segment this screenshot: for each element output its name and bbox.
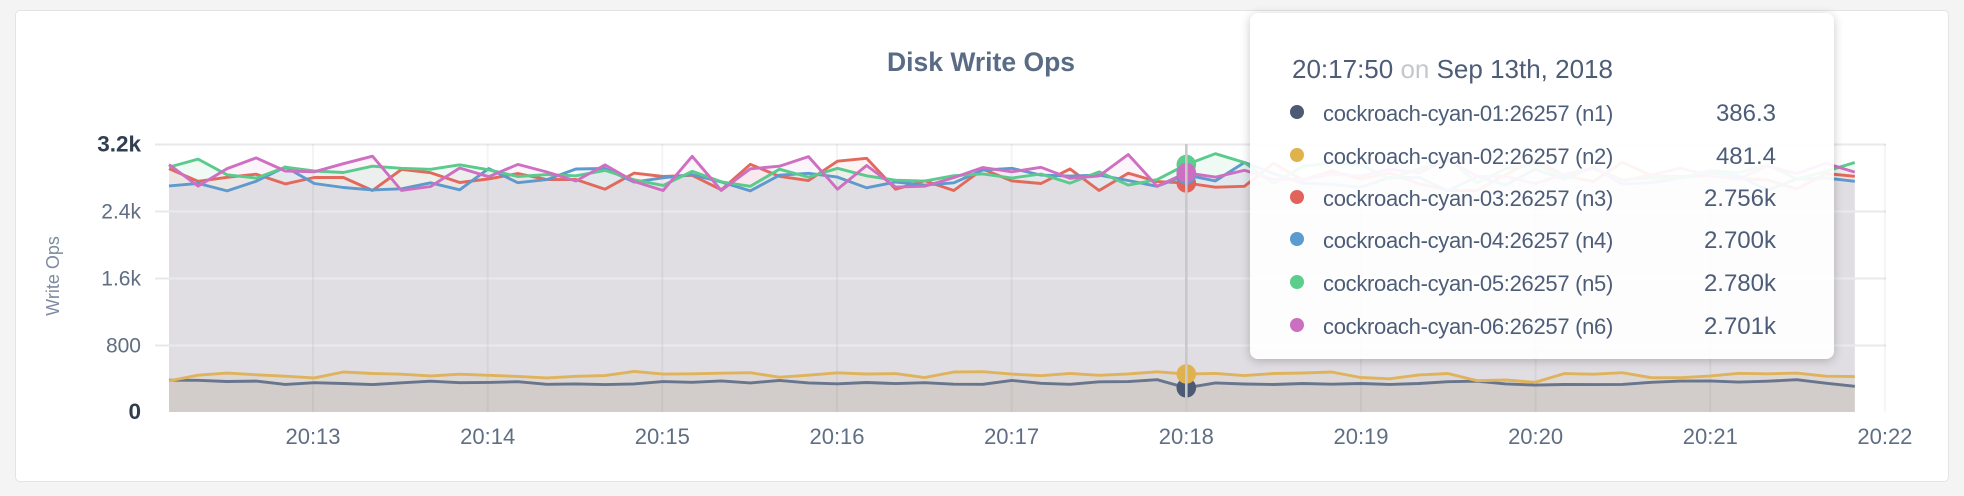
svg-text:20:20: 20:20	[1508, 424, 1563, 449]
svg-text:20:22: 20:22	[1857, 424, 1912, 449]
svg-text:Write Ops: Write Ops	[43, 236, 63, 316]
svg-text:20:14: 20:14	[460, 424, 515, 449]
svg-text:Disk Write Ops: Disk Write Ops	[887, 47, 1075, 77]
svg-text:20:18: 20:18	[1159, 424, 1214, 449]
svg-text:20:15: 20:15	[635, 424, 690, 449]
svg-text:20:17: 20:17	[984, 424, 1039, 449]
svg-text:20:13: 20:13	[285, 424, 340, 449]
svg-text:800: 800	[106, 335, 141, 358]
svg-text:2.4k: 2.4k	[101, 201, 141, 224]
svg-text:3.2k: 3.2k	[97, 132, 141, 157]
svg-text:0: 0	[128, 399, 141, 424]
svg-text:20:16: 20:16	[809, 424, 864, 449]
svg-text:20:19: 20:19	[1333, 424, 1388, 449]
svg-text:20:21: 20:21	[1683, 424, 1738, 449]
svg-text:1.6k: 1.6k	[101, 268, 141, 291]
